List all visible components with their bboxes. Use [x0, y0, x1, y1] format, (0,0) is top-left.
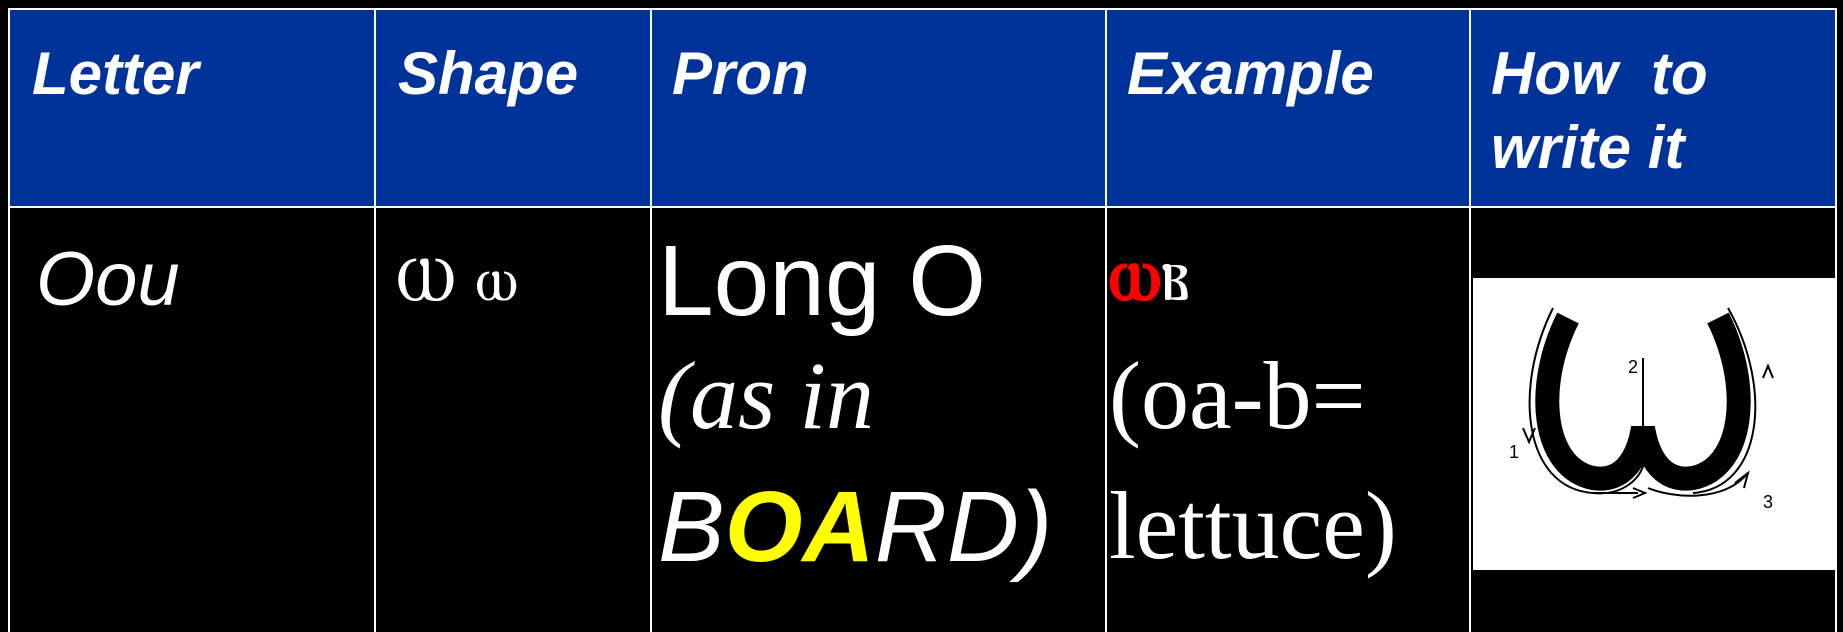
coptic-letter: ⲃ — [1160, 228, 1190, 317]
letter-shape: Ⲱ ⲱ — [396, 242, 518, 315]
header-cell: Shape — [374, 8, 652, 208]
header-text: Example — [1127, 40, 1374, 107]
stroke-number: 3 — [1763, 492, 1773, 512]
body-cell: ⲱⲃ (oa-b= lettuce) — [1105, 206, 1471, 632]
header-text: write it — [1491, 114, 1685, 181]
header-text: How to — [1491, 40, 1708, 107]
stroke-number: 1 — [1509, 442, 1519, 462]
stroke-number: 2 — [1628, 357, 1638, 377]
coptic-word: ⲱⲃ — [1109, 228, 1190, 319]
arrow-head — [1522, 363, 1774, 499]
header-cell: Example — [1105, 8, 1471, 208]
diagram-bg — [1473, 278, 1835, 570]
letter-name: Oou — [36, 237, 180, 322]
header-text: Letter — [32, 40, 199, 107]
word-highlight: OA — [724, 471, 875, 583]
header-text: Shape — [398, 40, 579, 107]
gloss-line: lettuce) — [1109, 472, 1397, 579]
pron-word: BOARD) — [658, 470, 1052, 585]
stroke-diagram: 1 2 3 — [1473, 278, 1835, 570]
pron-note: (as in — [658, 342, 874, 449]
stroke-path — [1528, 307, 1757, 495]
header-text: Pron — [672, 40, 809, 107]
header-cell: Letter — [8, 8, 376, 208]
word-part: B — [658, 471, 725, 583]
body-cell: Ⲱ ⲱ — [374, 206, 652, 632]
body-cell: 1 2 3 — [1469, 206, 1837, 632]
pron-main: Long O — [658, 225, 987, 337]
body-cell: Oou — [8, 206, 376, 632]
coptic-highlight: ⲱ — [1109, 228, 1161, 317]
stroke-path — [1593, 358, 1749, 497]
header-cell: How to write it — [1469, 8, 1837, 208]
word-part: RD) — [874, 471, 1053, 583]
body-cell: Long O (as in BOARD) — [650, 206, 1107, 632]
header-cell: Pron — [650, 8, 1107, 208]
gloss-line: (oa-b= — [1109, 342, 1366, 449]
